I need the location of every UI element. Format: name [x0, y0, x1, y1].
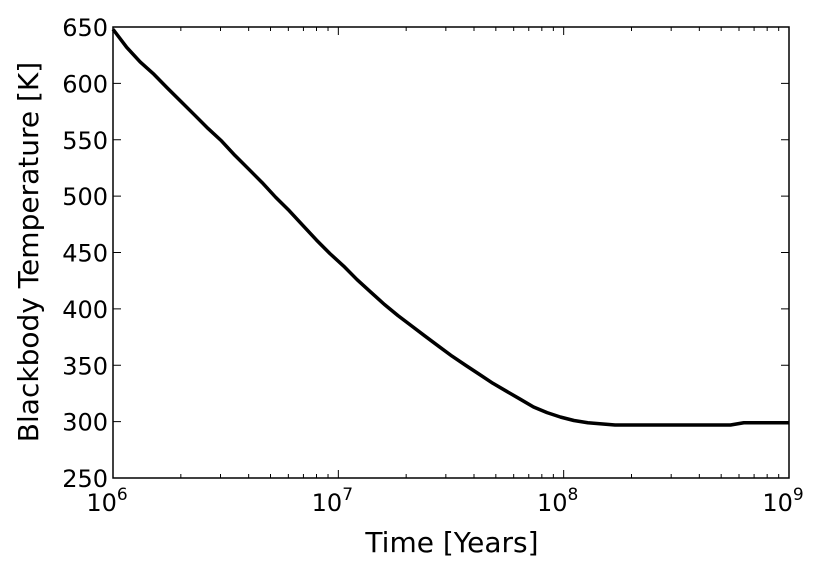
- ticks: [112, 26, 790, 479]
- y-tick-label: 250: [62, 465, 108, 493]
- x-tick-label: 107: [312, 485, 353, 517]
- y-tick-label: 350: [62, 352, 108, 380]
- tick-labels: 250 300 350 400 450 500 550 600 650 106 107 108 109: [62, 14, 804, 517]
- y-tick-label: 600: [62, 70, 108, 98]
- y-tick-label: 300: [62, 409, 108, 437]
- y-tick-label: 550: [62, 127, 108, 155]
- y-tick-label: 450: [62, 240, 108, 268]
- x-tick-label: 109: [762, 485, 803, 517]
- y-tick-label: 400: [62, 296, 108, 324]
- series-line: [111, 28, 789, 427]
- x-tick-label: 106: [86, 485, 127, 517]
- x-axis-title: Time [Years]: [364, 526, 538, 559]
- y-axis-title: Blackbody Temperature [K]: [12, 62, 45, 442]
- x-tick-label: 108: [537, 485, 578, 517]
- y-tick-label: 500: [62, 183, 108, 211]
- plot-frame: [112, 26, 790, 479]
- y-tick-label: 650: [62, 14, 108, 42]
